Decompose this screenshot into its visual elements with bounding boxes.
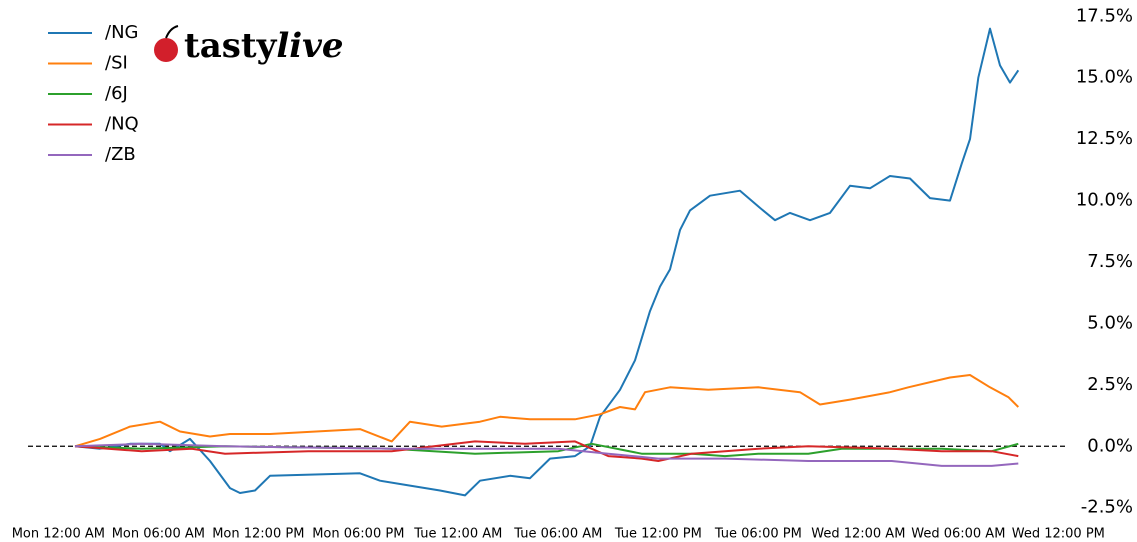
x-tick-label: Mon 06:00 PM (312, 527, 404, 542)
y-tick-label: 2.5% (1087, 374, 1133, 395)
legend-label: /NQ (105, 114, 139, 135)
x-tick-label: Wed 12:00 AM (811, 527, 905, 542)
series-line (74, 440, 1019, 462)
y-tick-label: 17.5% (1076, 5, 1133, 26)
series-line (74, 442, 1019, 467)
x-tick-label: Tue 06:00 PM (714, 527, 802, 542)
x-tick-label: Mon 12:00 PM (212, 527, 304, 542)
y-tick-label: 0.0% (1087, 435, 1133, 456)
legend-label: /6J (105, 83, 128, 104)
y-tick-label: 5.0% (1087, 312, 1133, 333)
x-tick-label: Mon 06:00 AM (112, 527, 205, 542)
legend-label: /SI (105, 53, 128, 74)
logo-b: live (276, 26, 343, 66)
x-tick-label: Tue 12:00 AM (413, 527, 502, 542)
series-line (74, 374, 1020, 448)
cherry-stem (165, 25, 179, 39)
x-tick-label: Wed 06:00 AM (911, 527, 1005, 542)
x-tick-label: Wed 12:00 PM (1012, 527, 1105, 542)
legend-label: /NG (105, 22, 138, 43)
y-tick-label: 7.5% (1087, 251, 1133, 272)
y-tick-label: 10.0% (1076, 190, 1133, 211)
logo-text: tastylive (184, 26, 344, 66)
x-tick-label: Mon 12:00 AM (12, 527, 105, 542)
cherry (154, 38, 178, 62)
y-tick-label: -2.5% (1081, 497, 1133, 518)
logo: tastylive (154, 25, 344, 66)
series-line (74, 27, 1020, 497)
x-tick-label: Tue 06:00 AM (513, 527, 602, 542)
y-tick-label: 15.0% (1076, 67, 1133, 88)
y-tick-label: 12.5% (1076, 128, 1133, 149)
x-tick-label: Tue 12:00 PM (614, 527, 702, 542)
legend-label: /ZB (105, 144, 136, 165)
logo-a: tasty (184, 26, 278, 66)
